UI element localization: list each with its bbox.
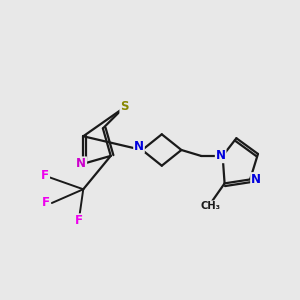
- Text: S: S: [120, 100, 129, 113]
- Text: N: N: [76, 157, 86, 170]
- Text: F: F: [75, 214, 83, 227]
- Text: N: N: [216, 149, 226, 162]
- Text: N: N: [251, 173, 261, 186]
- Text: CH₃: CH₃: [201, 201, 221, 211]
- Text: N: N: [134, 140, 144, 153]
- Text: F: F: [42, 196, 50, 209]
- Text: F: F: [41, 169, 49, 182]
